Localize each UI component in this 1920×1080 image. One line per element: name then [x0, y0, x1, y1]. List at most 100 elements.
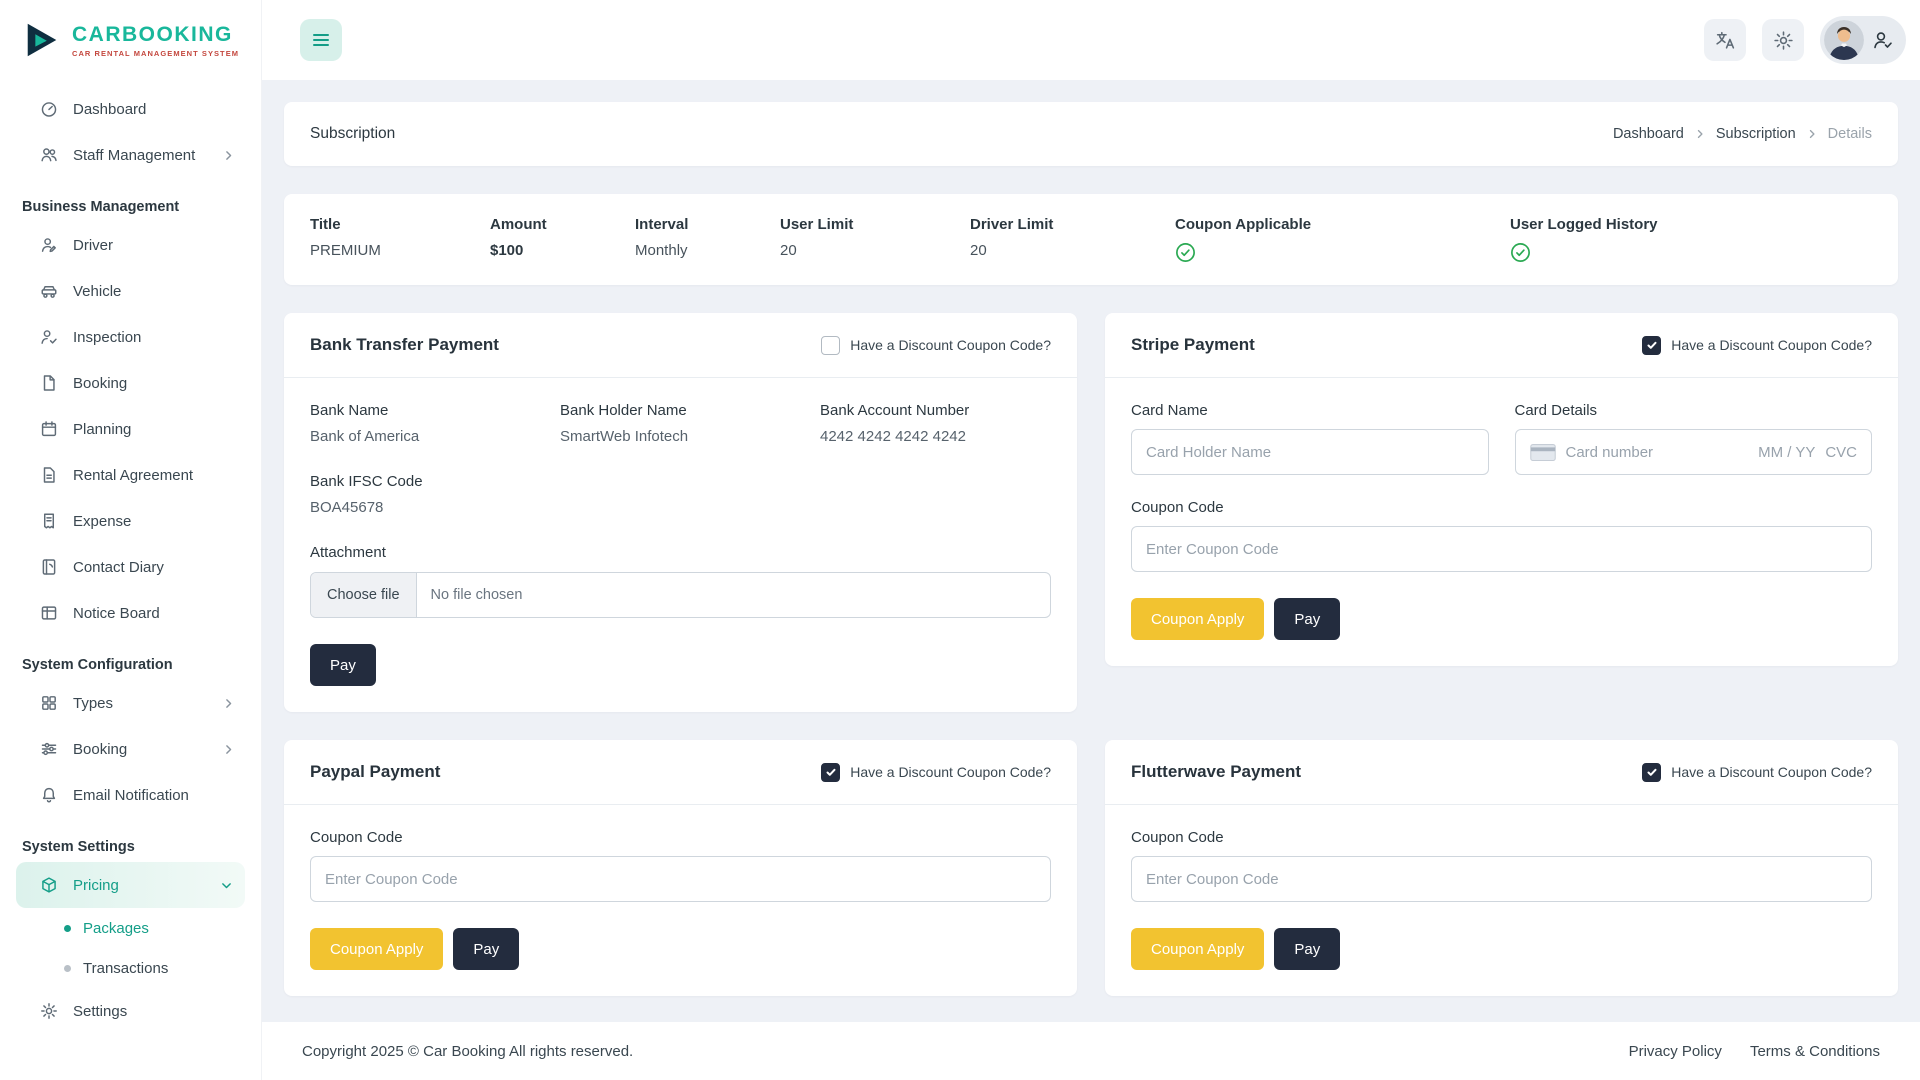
sidebar-nav: Dashboard Staff Management Business Mana…	[0, 80, 261, 1034]
sidebar-item-inspection[interactable]: Inspection	[0, 314, 261, 360]
sidebar-item-label: Booking	[73, 740, 128, 758]
brand-name: CARBOOKING	[72, 22, 233, 46]
choose-file-button[interactable]: Choose file	[311, 573, 417, 617]
users-icon	[40, 146, 58, 164]
sidebar-item-label: Contact Diary	[73, 558, 164, 576]
bank-transfer-title: Bank Transfer Payment	[310, 335, 499, 354]
sidebar-item-contact-diary[interactable]: Contact Diary	[0, 544, 261, 590]
bank-pay-button[interactable]: Pay	[310, 644, 376, 686]
brand-logo[interactable]: CARBOOKING CAR RENTAL MANAGEMENT SYSTEM	[0, 0, 261, 80]
terms-link[interactable]: Terms & Conditions	[1749, 1042, 1880, 1060]
menu-icon	[311, 30, 331, 50]
page-title: Subscription	[310, 125, 396, 142]
checkbox-icon[interactable]	[821, 762, 841, 782]
topbar	[262, 0, 1920, 80]
sidebar-item-packages[interactable]: Packages	[0, 908, 261, 948]
sidebar-item-staff-management[interactable]: Staff Management	[0, 132, 261, 178]
flutterwave-coupon-apply-button[interactable]: Coupon Apply	[1131, 928, 1265, 970]
flutterwave-coupon-input[interactable]	[1131, 856, 1872, 902]
sidebar-item-email-notification[interactable]: Email Notification	[0, 772, 261, 818]
hamburger-button[interactable]	[300, 19, 342, 61]
translate-button[interactable]	[1704, 19, 1746, 61]
stripe-discount-coupon-checkbox[interactable]: Have a Discount Coupon Code?	[1642, 335, 1872, 355]
card-holder-name-input[interactable]	[1131, 429, 1489, 475]
card-expiry-placeholder: MM / YY	[1758, 443, 1816, 461]
sidebar-item-driver[interactable]: Driver	[0, 222, 261, 268]
sidebar-item-label: Staff Management	[73, 146, 196, 164]
stripe-coupon-input[interactable]	[1131, 526, 1872, 572]
sidebar-subitem-label: Transactions	[83, 959, 169, 977]
paypal-pay-button[interactable]: Pay	[453, 928, 520, 970]
main-content: Subscription Dashboard Subscription Deta…	[262, 80, 1920, 1022]
flutterwave-discount-coupon-checkbox[interactable]: Have a Discount Coupon Code?	[1642, 762, 1872, 782]
flutterwave-pay-button[interactable]: Pay	[1274, 928, 1341, 970]
stripe-pay-button[interactable]: Pay	[1274, 598, 1341, 640]
sidebar-item-label: Settings	[73, 1002, 128, 1020]
sidebar-item-label: Types	[73, 694, 114, 712]
attachment-file-input[interactable]: Choose file No file chosen	[310, 572, 1051, 618]
breadcrumb: Dashboard Subscription Details	[1613, 126, 1872, 142]
checkbox-icon[interactable]	[1642, 335, 1662, 355]
profile-button[interactable]	[1820, 16, 1906, 64]
sidebar-item-transactions[interactable]: Transactions	[0, 948, 261, 988]
sliders-icon	[40, 740, 58, 758]
card-details-input[interactable]: Card number MM / YY CVC	[1514, 429, 1872, 475]
file-icon	[40, 374, 58, 392]
sidebar-item-settings[interactable]: Settings	[0, 988, 261, 1034]
card-details-group: Card Details Card number MM / YY CVC	[1514, 402, 1872, 475]
summary-driver-limit: Driver Limit 20	[970, 216, 1054, 259]
coupon-question-label: Have a Discount Coupon Code?	[1671, 337, 1872, 353]
bell-icon	[40, 786, 58, 804]
summary-user-logged-history: User Logged History	[1510, 216, 1658, 263]
checkbox-icon[interactable]	[1642, 762, 1662, 782]
sidebar-item-label: Email Notification	[73, 786, 189, 804]
chevron-right-icon	[222, 743, 235, 756]
grid-icon	[40, 694, 58, 712]
package-icon	[40, 876, 58, 894]
receipt-icon	[40, 512, 58, 530]
breadcrumb-subscription-link[interactable]: Subscription	[1715, 126, 1796, 142]
stripe-card: Stripe Payment Have a Discount Coupon Co…	[1105, 313, 1898, 666]
sidebar-item-dashboard[interactable]: Dashboard	[0, 86, 261, 132]
stripe-coupon-apply-button[interactable]: Coupon Apply	[1131, 598, 1265, 640]
paypal-coupon-input[interactable]	[310, 856, 1051, 902]
sidebar-item-booking-config[interactable]: Booking	[0, 726, 261, 772]
sidebar-item-label: Dashboard	[73, 100, 147, 118]
sidebar-item-booking[interactable]: Booking	[0, 360, 261, 406]
sidebar-item-notice-board[interactable]: Notice Board	[0, 590, 261, 636]
file-text-icon	[40, 466, 58, 484]
board-icon	[40, 604, 58, 622]
settings-button[interactable]	[1762, 19, 1804, 61]
attachment-label: Attachment	[310, 544, 386, 561]
card-number-placeholder: Card number	[1565, 443, 1654, 461]
user-pen-icon	[40, 236, 58, 254]
breadcrumb-dashboard-link[interactable]: Dashboard	[1612, 126, 1684, 142]
sidebar-item-types[interactable]: Types	[0, 680, 261, 726]
bank-discount-coupon-checkbox[interactable]: Have a Discount Coupon Code?	[821, 335, 1051, 355]
sidebar-item-label: Planning	[73, 420, 132, 438]
privacy-policy-link[interactable]: Privacy Policy	[1628, 1042, 1722, 1060]
sidebar: CARBOOKING CAR RENTAL MANAGEMENT SYSTEM …	[0, 0, 262, 1080]
sidebar-item-vehicle[interactable]: Vehicle	[0, 268, 261, 314]
bullet-icon	[64, 964, 71, 972]
footer: Copyright 2025 © Car Booking All rights …	[262, 1022, 1920, 1080]
sidebar-item-planning[interactable]: Planning	[0, 406, 261, 452]
coupon-question-label: Have a Discount Coupon Code?	[1671, 764, 1872, 780]
brand-logo-icon	[22, 20, 62, 60]
paypal-coupon-apply-button[interactable]: Coupon Apply	[310, 928, 444, 970]
sidebar-item-rental-agreement[interactable]: Rental Agreement	[0, 452, 261, 498]
paypal-discount-coupon-checkbox[interactable]: Have a Discount Coupon Code?	[821, 762, 1051, 782]
checkbox-icon[interactable]	[821, 335, 841, 355]
sidebar-item-label: Inspection	[73, 328, 142, 346]
sidebar-item-label: Rental Agreement	[73, 466, 194, 484]
avatar	[1824, 20, 1864, 60]
sidebar-item-pricing[interactable]: Pricing	[16, 862, 245, 908]
coupon-question-label: Have a Discount Coupon Code?	[850, 764, 1051, 780]
card-cvc-placeholder: CVC	[1825, 443, 1857, 461]
brand-tagline: CAR RENTAL MANAGEMENT SYSTEM	[72, 48, 240, 58]
summary-amount: Amount $100	[490, 216, 547, 259]
user-check-icon	[1872, 29, 1894, 51]
sidebar-item-expense[interactable]: Expense	[0, 498, 261, 544]
chevron-right-icon	[1806, 128, 1818, 140]
sidebar-item-label: Notice Board	[73, 604, 160, 622]
